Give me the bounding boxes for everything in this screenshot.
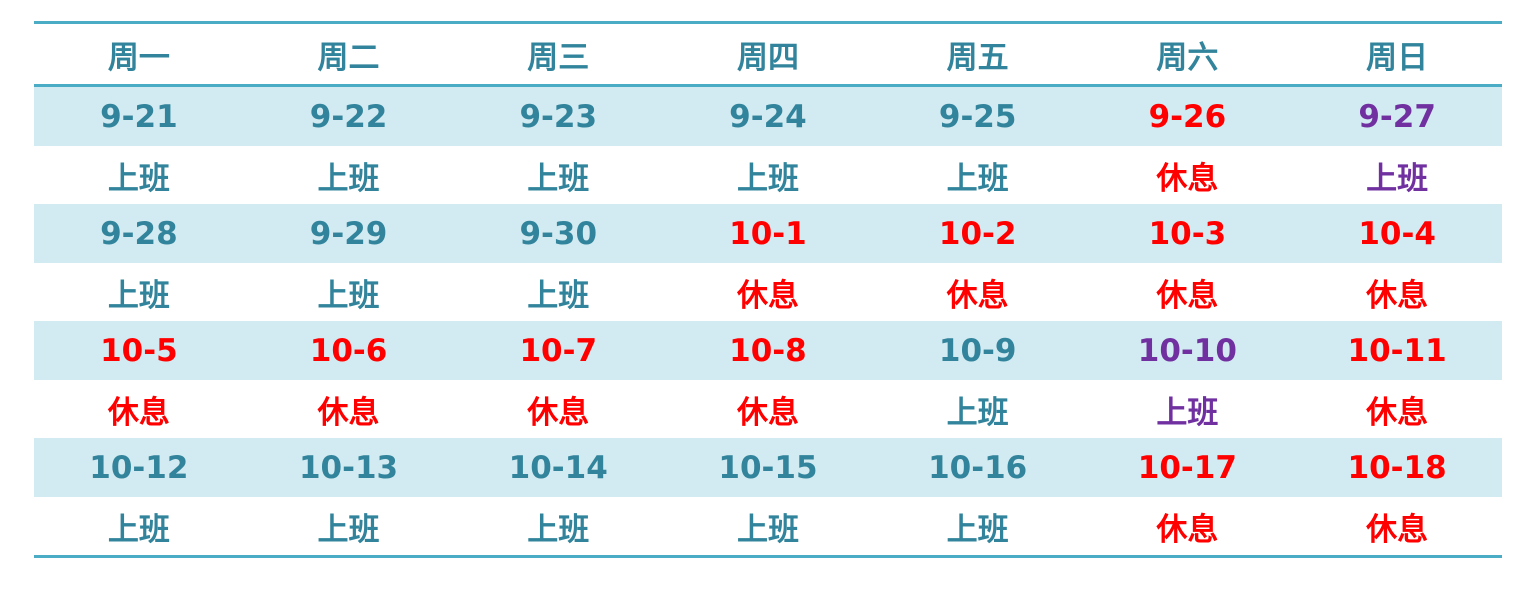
status-row: 上班 上班 上班 上班 上班 休息 休息 <box>34 497 1502 557</box>
status-cell: 休息 <box>663 263 873 321</box>
date-cell: 9-21 <box>34 85 244 146</box>
status-cell: 上班 <box>243 497 454 557</box>
weekday-header-cell: 周三 <box>453 22 664 87</box>
date-cell: 10-13 <box>243 438 454 497</box>
date-cell: 10-18 <box>1292 438 1502 497</box>
date-cell: 9-28 <box>34 204 244 263</box>
status-cell: 休息 <box>1082 497 1293 557</box>
status-cell: 上班 <box>872 380 1083 438</box>
status-cell: 休息 <box>1292 263 1502 321</box>
status-cell: 上班 <box>34 497 244 557</box>
calendar-body: 9-21 9-22 9-23 9-24 9-25 9-26 9-27 上班 上班 上班 上班 上班 休息… <box>34 85 1502 557</box>
date-cell: 9-27 <box>1292 85 1502 146</box>
status-cell: 休息 <box>1292 380 1502 438</box>
schedule-calendar-table: 周一 周二 周三 周四 周五 周六 周日 9-21 9-22 9-23 9-24 9-25 9-26 9… <box>34 21 1502 558</box>
status-cell: 休息 <box>34 380 244 438</box>
date-cell: 10-3 <box>1082 204 1293 263</box>
date-cell: 9-26 <box>1082 85 1293 146</box>
date-cell: 10-5 <box>34 321 244 380</box>
status-cell: 休息 <box>872 263 1083 321</box>
status-cell: 上班 <box>243 146 454 204</box>
status-cell: 休息 <box>243 380 454 438</box>
status-cell: 上班 <box>34 146 244 204</box>
date-cell: 9-24 <box>663 85 873 146</box>
status-cell: 休息 <box>663 380 873 438</box>
status-row: 休息 休息 休息 休息 上班 上班 休息 <box>34 380 1502 438</box>
date-row: 10-12 10-13 10-14 10-15 10-16 10-17 10-18 <box>34 438 1502 497</box>
date-cell: 10-2 <box>872 204 1083 263</box>
date-cell: 9-29 <box>243 204 454 263</box>
status-cell: 上班 <box>34 263 244 321</box>
status-row: 上班 上班 上班 上班 上班 休息 上班 <box>34 146 1502 204</box>
date-cell: 10-9 <box>872 321 1083 380</box>
status-cell: 上班 <box>1292 146 1502 204</box>
weekday-header-cell: 周二 <box>243 22 454 87</box>
date-cell: 10-8 <box>663 321 873 380</box>
status-cell: 上班 <box>453 263 664 321</box>
status-cell: 休息 <box>1082 146 1293 204</box>
status-cell: 上班 <box>1082 380 1293 438</box>
date-cell: 10-16 <box>872 438 1083 497</box>
status-cell: 上班 <box>453 497 664 557</box>
weekday-header-cell: 周四 <box>663 22 873 87</box>
date-cell: 10-17 <box>1082 438 1293 497</box>
date-row: 9-21 9-22 9-23 9-24 9-25 9-26 9-27 <box>34 85 1502 146</box>
status-cell: 上班 <box>872 146 1083 204</box>
date-cell: 10-6 <box>243 321 454 380</box>
date-cell: 10-11 <box>1292 321 1502 380</box>
status-cell: 休息 <box>1082 263 1293 321</box>
weekday-header-cell: 周一 <box>34 22 244 87</box>
date-cell: 10-1 <box>663 204 873 263</box>
status-row: 上班 上班 上班 休息 休息 休息 休息 <box>34 263 1502 321</box>
date-row: 9-28 9-29 9-30 10-1 10-2 10-3 10-4 <box>34 204 1502 263</box>
status-cell: 上班 <box>872 497 1083 557</box>
date-cell: 9-22 <box>243 85 454 146</box>
date-cell: 10-12 <box>34 438 244 497</box>
weekday-header-row: 周一 周二 周三 周四 周五 周六 周日 <box>34 22 1502 87</box>
weekday-header-cell: 周日 <box>1292 22 1502 87</box>
date-cell: 10-4 <box>1292 204 1502 263</box>
status-cell: 上班 <box>453 146 664 204</box>
date-cell: 9-23 <box>453 85 664 146</box>
date-cell: 10-7 <box>453 321 664 380</box>
weekday-header-cell: 周六 <box>1082 22 1293 87</box>
date-row: 10-5 10-6 10-7 10-8 10-9 10-10 10-11 <box>34 321 1502 380</box>
status-cell: 上班 <box>243 263 454 321</box>
status-cell: 上班 <box>663 497 873 557</box>
date-cell: 10-14 <box>453 438 664 497</box>
date-cell: 10-15 <box>663 438 873 497</box>
weekday-header: 周一 周二 周三 周四 周五 周六 周日 <box>34 22 1502 87</box>
date-cell: 9-25 <box>872 85 1083 146</box>
date-cell: 9-30 <box>453 204 664 263</box>
weekday-header-cell: 周五 <box>872 22 1083 87</box>
status-cell: 上班 <box>663 146 873 204</box>
status-cell: 休息 <box>1292 497 1502 557</box>
status-cell: 休息 <box>453 380 664 438</box>
date-cell: 10-10 <box>1082 321 1293 380</box>
